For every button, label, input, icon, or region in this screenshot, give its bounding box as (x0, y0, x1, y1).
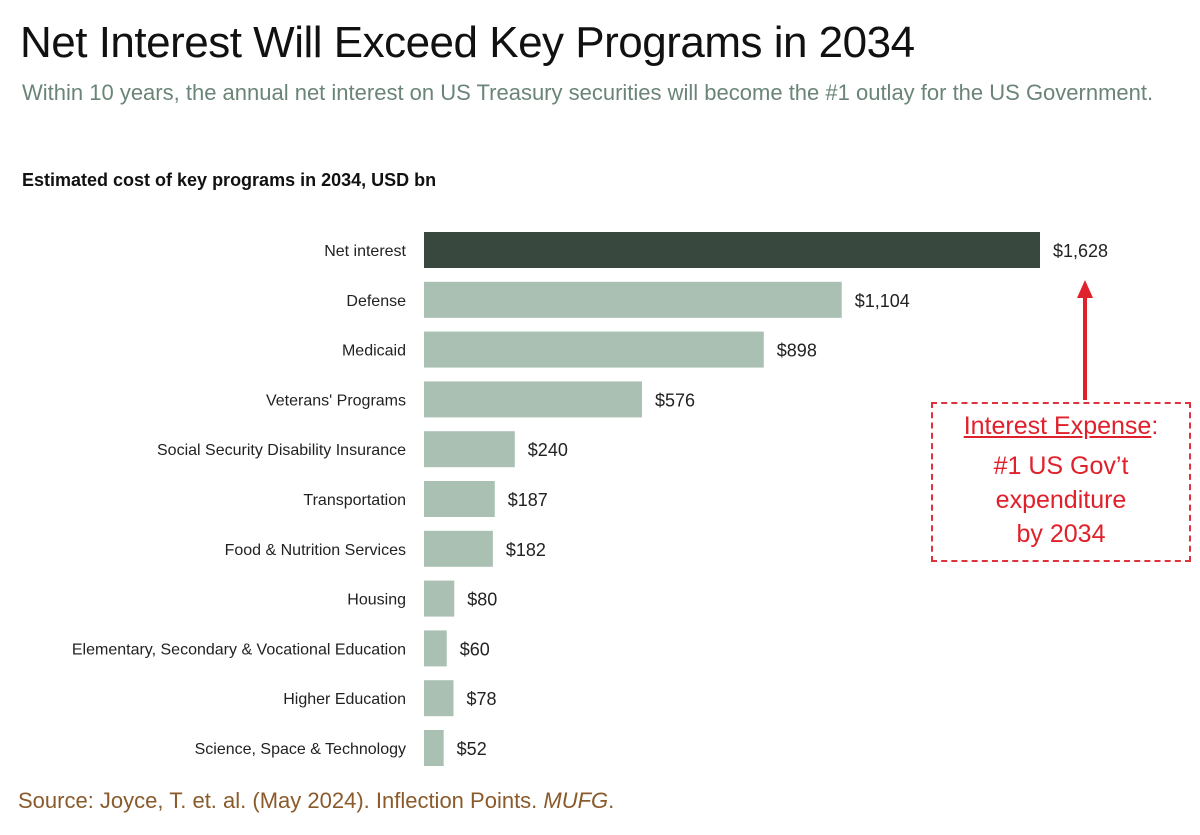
data-label: $240 (528, 440, 568, 460)
category-label: Science, Space & Technology (195, 741, 406, 758)
callout-line: #1 US Gov’t (993, 452, 1129, 480)
data-label: $182 (506, 540, 546, 560)
data-label: $1,104 (855, 291, 910, 311)
category-label: Housing (347, 592, 406, 609)
category-label: Food & Nutrition Services (225, 542, 406, 559)
source-note: Source: Joyce, T. et. al. (May 2024). In… (18, 788, 615, 813)
chart-title: Estimated cost of key programs in 2034, … (22, 170, 437, 190)
data-label: $52 (457, 739, 487, 759)
data-label: $576 (655, 390, 695, 410)
callout-line: by 2034 (1016, 520, 1106, 548)
category-label: Net interest (324, 243, 406, 260)
bar (424, 381, 642, 418)
bar (424, 680, 454, 717)
bar (424, 331, 764, 368)
arrow-head-icon (1077, 280, 1093, 298)
category-label: Veterans' Programs (266, 392, 406, 409)
data-label: $80 (467, 590, 497, 610)
data-label: $187 (508, 490, 548, 510)
bar (424, 630, 447, 667)
category-label: Elementary, Secondary & Vocational Educa… (72, 641, 406, 658)
category-label: Transportation (303, 492, 406, 509)
category-label: Social Security Disability Insurance (157, 442, 406, 459)
bar (424, 431, 515, 468)
callout-box: Interest Expense: #1 US Gov’t expenditur… (931, 402, 1191, 562)
callout-heading: Interest Expense: (963, 412, 1159, 440)
data-label: $78 (467, 689, 497, 709)
bar (424, 232, 1040, 268)
bar (424, 530, 493, 567)
bar (424, 730, 444, 766)
data-label: $60 (460, 639, 490, 659)
page-title: Net Interest Will Exceed Key Programs in… (20, 18, 915, 67)
data-label: $1,628 (1053, 241, 1108, 261)
subtitle: Within 10 years, the annual net interest… (22, 80, 1154, 105)
data-label: $898 (777, 341, 817, 361)
category-label: Medicaid (342, 343, 406, 360)
callout-body: #1 US Gov’t expenditure by 2034 (933, 449, 1189, 551)
bar (424, 481, 495, 517)
category-label: Defense (346, 293, 406, 310)
bar (424, 281, 842, 318)
callout-line: expenditure (995, 486, 1127, 514)
bar (424, 580, 455, 617)
category-label: Higher Education (283, 691, 406, 708)
